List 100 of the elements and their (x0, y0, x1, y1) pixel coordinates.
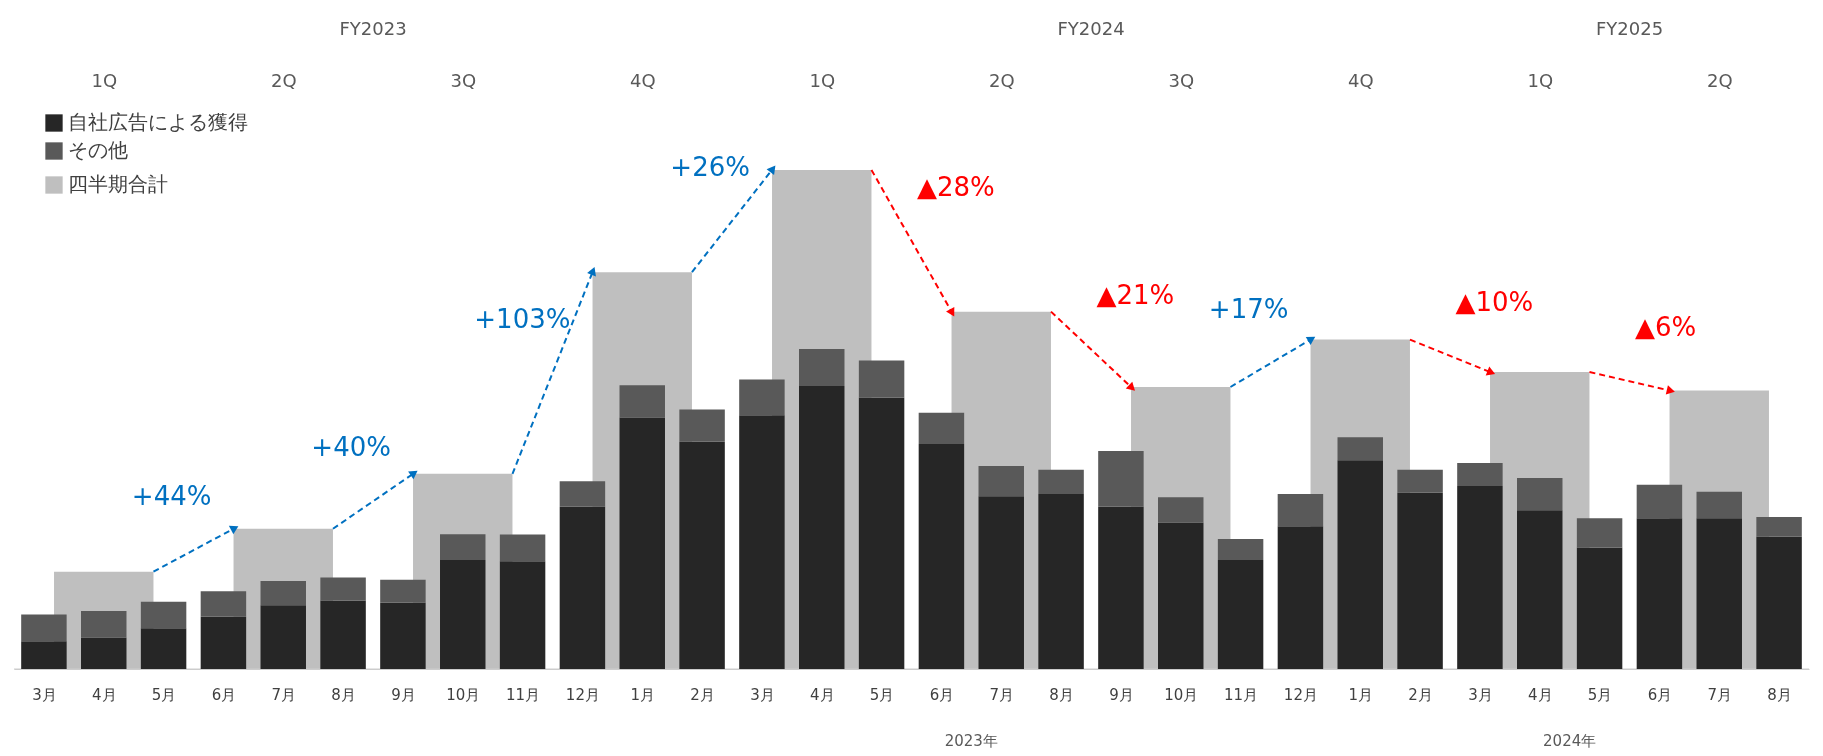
bar (799, 386, 845, 669)
x-tick-label: 1Q (1527, 69, 1554, 91)
bar (380, 579, 426, 603)
bar (200, 591, 247, 617)
x-tick-label: 3Q (450, 69, 477, 91)
x-tick-label: 4Q (629, 69, 656, 91)
x-tick-label: 9月 (1109, 685, 1134, 704)
bar (260, 581, 306, 606)
x-tick-label: 4Q (1347, 69, 1374, 91)
bar (679, 441, 725, 669)
bar (619, 417, 665, 669)
annotation: +44% (131, 481, 212, 512)
bar (380, 602, 426, 669)
x-tick-label: 4月 (1527, 685, 1553, 704)
annotation: ▲21% (1096, 280, 1175, 311)
bar (21, 614, 67, 642)
bar (1636, 484, 1683, 519)
text: FY2023 (339, 18, 407, 39)
bar (200, 616, 247, 669)
x-tick-label: 5月 (151, 685, 177, 704)
x-tick-label: 1月 (630, 685, 656, 704)
bar (1337, 460, 1383, 669)
x-tick-label: 11月 (1224, 685, 1259, 704)
x-tick-label: 7月 (989, 685, 1015, 704)
annotation: +40% (311, 432, 391, 463)
x-tick-label: 2月 (1408, 685, 1433, 704)
bar (320, 600, 366, 669)
bar (679, 409, 725, 442)
annotation: +26% (670, 152, 750, 183)
bar (1217, 539, 1264, 560)
bar (918, 412, 965, 445)
x-tick-label: 8月 (331, 685, 356, 704)
bar (499, 561, 546, 669)
bar (499, 534, 546, 562)
text: FY2024 (1057, 18, 1125, 39)
bar (1636, 518, 1683, 669)
bar (1217, 559, 1264, 669)
x-tick-label: 2月 (690, 685, 715, 704)
x-tick-label: 5月 (1587, 685, 1613, 704)
x-tick-label: 8月 (1767, 685, 1792, 704)
x-tick-label: 1Q (809, 69, 836, 91)
bar (440, 559, 486, 669)
bar (1158, 522, 1204, 669)
bar (799, 349, 845, 387)
bar (559, 481, 606, 507)
x-tick-label: 1月 (1348, 685, 1374, 704)
x-tick-label: 10月 (446, 685, 481, 704)
bar (1277, 493, 1324, 527)
bar (858, 360, 905, 398)
x-tick-label: 2Q (988, 69, 1015, 91)
bar (1576, 547, 1623, 669)
x-tick-label: 4月 (91, 685, 117, 704)
bar (858, 397, 905, 669)
annotation: +17% (1208, 294, 1289, 325)
x-tick-label: 3月 (750, 685, 775, 704)
bar (1756, 536, 1802, 669)
x-tick-label: 3月 (1468, 685, 1493, 704)
bar (1576, 518, 1623, 548)
x-tick-label: 3Q (1168, 69, 1195, 91)
bar (1517, 510, 1563, 669)
legend-label: 四半期合計 (68, 172, 168, 196)
legend-label: その他 (68, 138, 128, 162)
text: 2023年 (944, 732, 998, 750)
text: FY2025 (1595, 18, 1664, 39)
bar (1337, 437, 1383, 461)
x-tick-label: 8月 (1049, 685, 1074, 704)
x-tick-label: 2Q (270, 69, 297, 91)
bar (1098, 451, 1144, 507)
bar (1756, 517, 1802, 537)
bar (1038, 493, 1084, 669)
bar (978, 466, 1024, 497)
bar (140, 628, 187, 669)
annotation: ▲6% (1634, 312, 1697, 343)
x-tick-label: 7月 (271, 685, 297, 704)
x-tick-label: 7月 (1707, 685, 1733, 704)
annotation: +103% (474, 304, 571, 335)
x-tick-label: 3月 (32, 685, 57, 704)
annotation: ▲10% (1455, 286, 1534, 317)
x-tick-label: 12月 (1283, 685, 1318, 704)
bar (559, 506, 606, 669)
bar (1158, 497, 1204, 523)
bar (81, 637, 127, 669)
bar (739, 379, 785, 416)
bar (1457, 462, 1503, 486)
bar (440, 534, 486, 560)
bar (918, 444, 965, 669)
x-tick-label: 6月 (211, 685, 237, 704)
bar (1696, 491, 1742, 519)
bar (1098, 506, 1144, 669)
x-tick-label: 1Q (91, 69, 118, 91)
bar (260, 605, 306, 669)
x-tick-label: 11月 (506, 685, 541, 704)
bar (1397, 469, 1443, 493)
bar (1397, 492, 1443, 669)
legend-label: 自社広告による獲得 (68, 110, 248, 134)
bar (320, 577, 366, 601)
x-tick-label: 5月 (869, 685, 895, 704)
bar (1457, 485, 1503, 669)
bar (81, 611, 127, 638)
x-tick-label: 6月 (1647, 685, 1673, 704)
